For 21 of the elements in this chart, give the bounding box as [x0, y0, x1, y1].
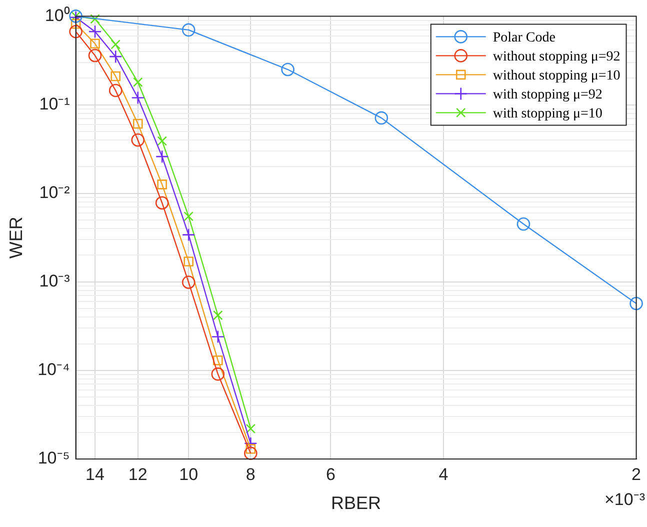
legend-label: without stopping μ=92	[492, 49, 620, 64]
x-tick-label: 2	[632, 464, 642, 484]
y-tick-label: 10⁻³	[39, 272, 70, 291]
legend-label: with stopping μ=92	[492, 87, 602, 102]
y-tick-label: 10⁰	[44, 6, 70, 25]
y-tick-label: 10⁻¹	[39, 94, 70, 114]
y-tick-label: 10⁻⁵	[38, 448, 70, 468]
x-tick-label: 12	[128, 464, 148, 484]
x-tick-label: 14	[86, 464, 104, 484]
x-tick-label: 4	[438, 464, 448, 484]
legend-label: Polar Code	[492, 30, 556, 46]
x-axis-title: RBER	[331, 493, 382, 514]
y-axis-title: WER	[6, 216, 26, 259]
text: ×10⁻³	[604, 490, 646, 510]
x-tick-label: 10	[179, 464, 198, 484]
x-tick-label: 8	[246, 464, 256, 484]
legend-label: without stopping μ=10	[492, 68, 620, 84]
x-tick-label: 6	[326, 464, 336, 484]
y-tick-label: 10⁻²	[39, 183, 70, 202]
legend-label: with stopping μ=10	[492, 106, 602, 122]
y-tick-label: 10⁻⁴	[38, 360, 70, 380]
